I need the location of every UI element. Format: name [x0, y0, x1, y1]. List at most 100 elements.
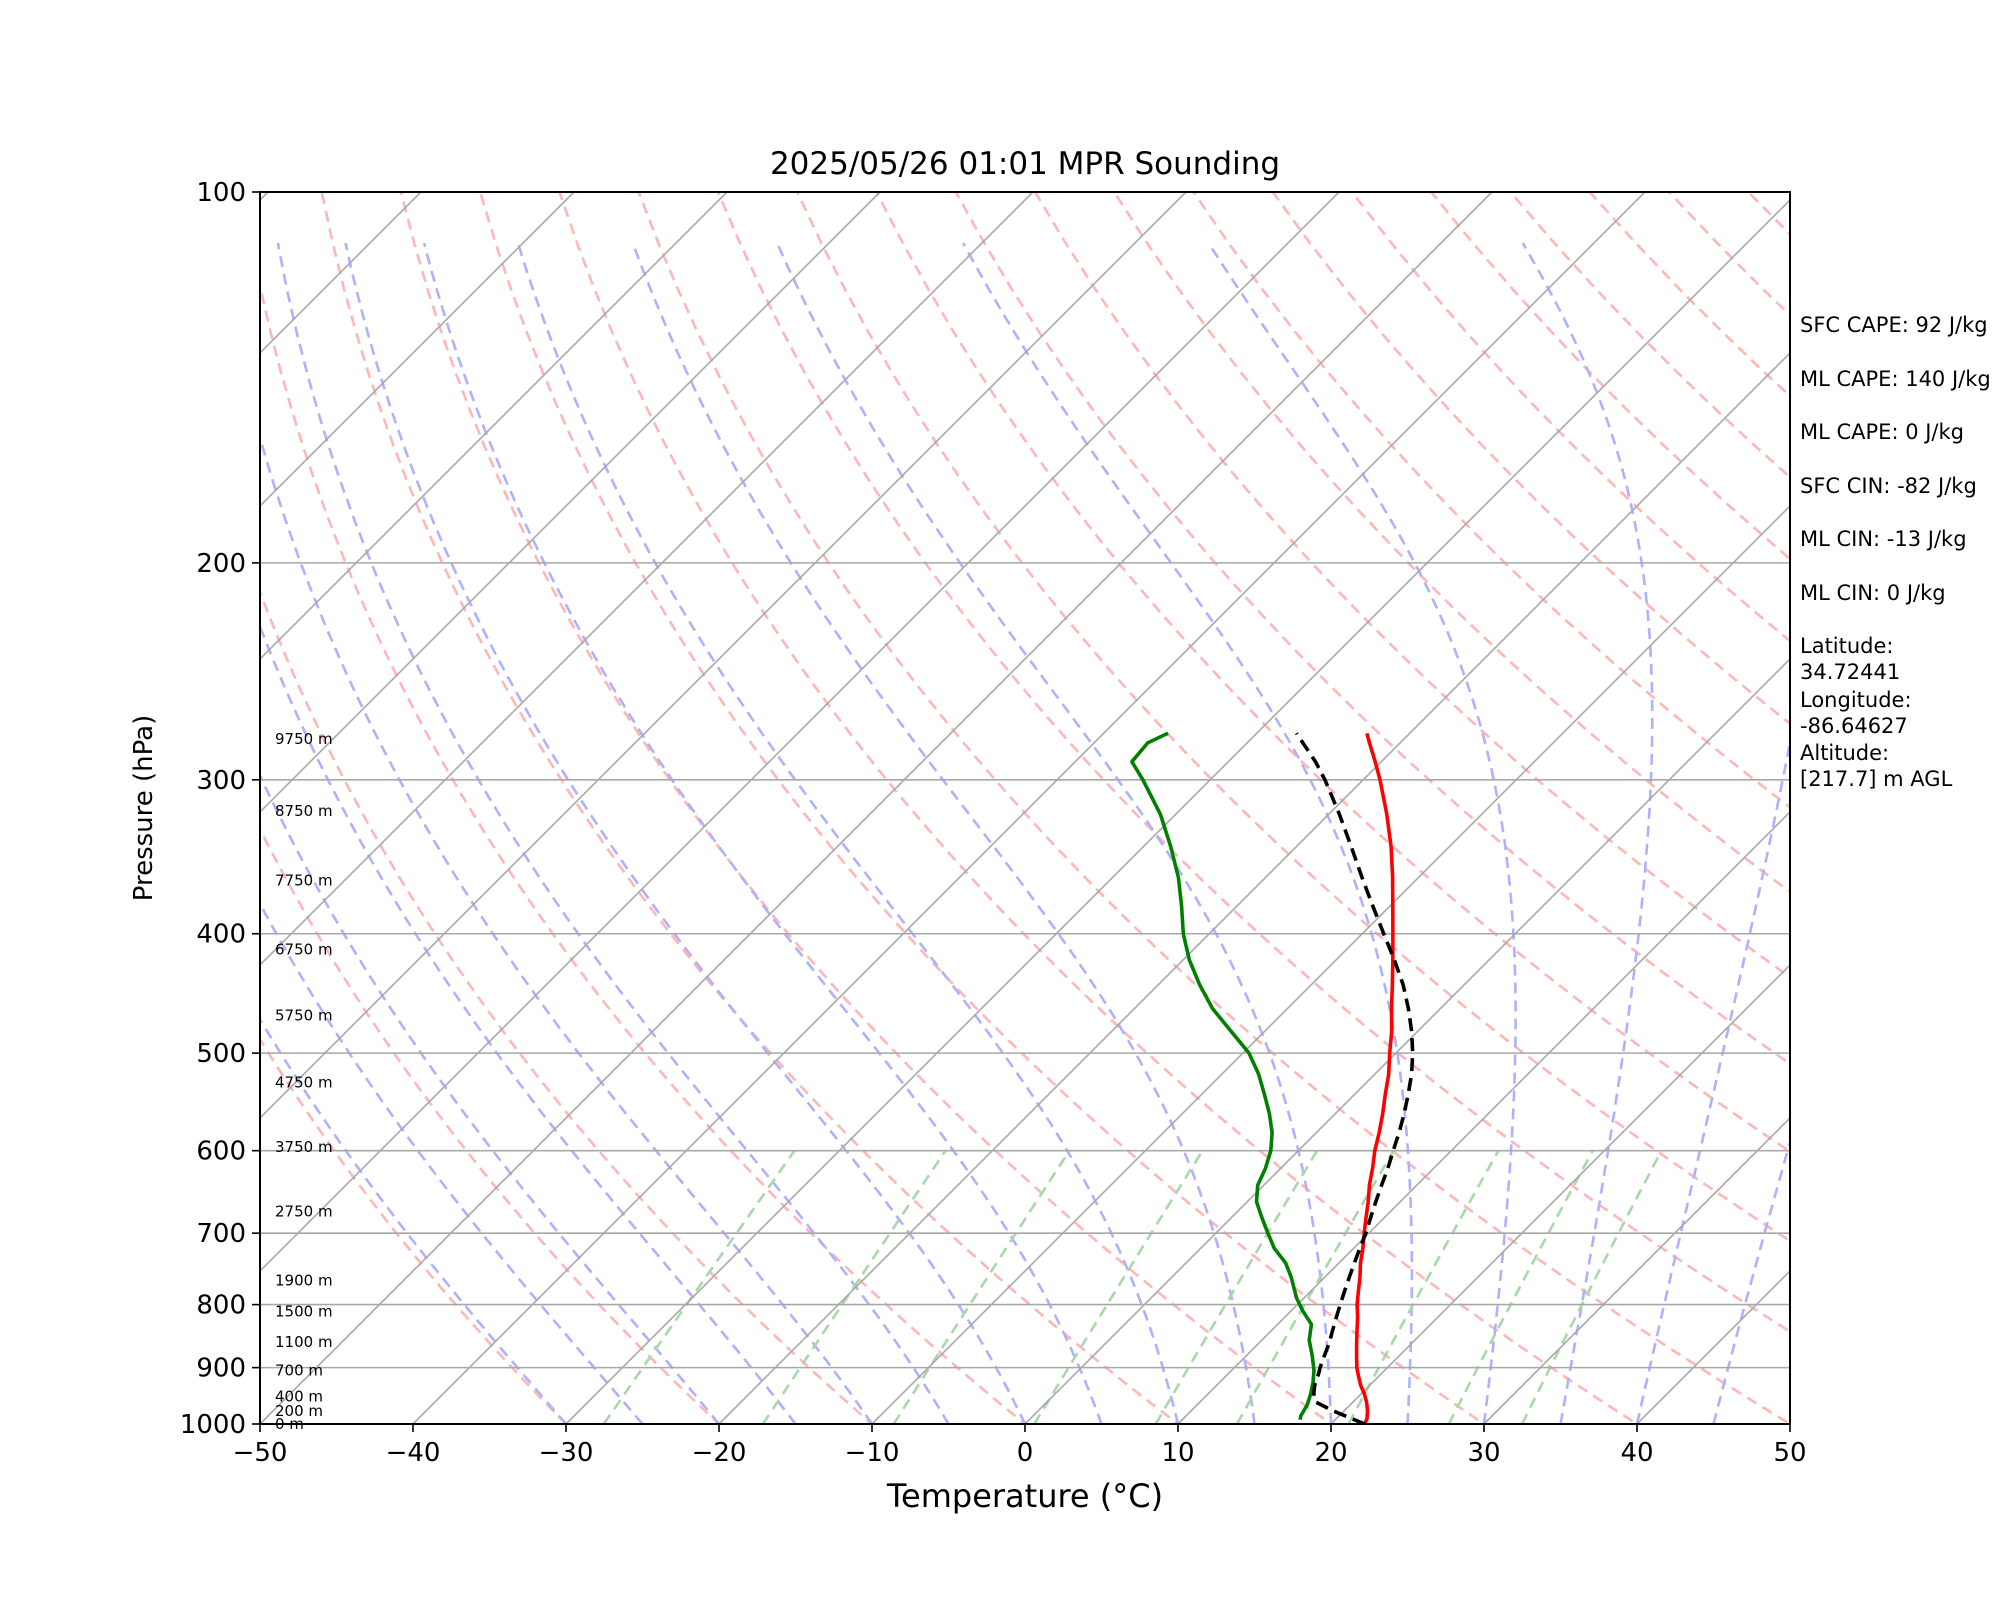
y-tick-label: 300 [196, 766, 246, 796]
y-tick-label: 700 [196, 1219, 246, 1249]
dry-adiabat [637, 192, 1790, 1424]
stat-annotation: ML CIN: -13 J/kg [1800, 527, 1967, 551]
height-label: 1500 m [275, 1302, 333, 1320]
mixing-ratio-line [1520, 1150, 1663, 1424]
stat-annotation: Longitude: -86.64627 [1800, 687, 1912, 738]
moist-adiabat [260, 623, 797, 1424]
isotherm [871, 504, 1790, 1424]
isotherm [260, 192, 1034, 967]
isotherm [1024, 657, 1790, 1424]
mixing-ratio-line [761, 1149, 947, 1424]
height-label: 8750 m [275, 802, 333, 820]
profile-lines [1130, 731, 1415, 1424]
dry-adiabat [1271, 192, 1790, 726]
mixing-ratio-line [1447, 1150, 1594, 1424]
x-axis-label: Temperature (°C) [886, 1477, 1163, 1515]
mixing-ratio-line [1235, 1150, 1395, 1424]
moist-adiabat [422, 242, 1103, 1424]
y-tick-label: 200 [196, 549, 246, 579]
x-tick-label: −40 [386, 1438, 441, 1468]
stat-annotation: ML CIN: 0 J/kg [1800, 580, 1946, 605]
x-tick-label: 50 [1773, 1438, 1806, 1468]
mixing-ratio-line [892, 1149, 1071, 1424]
dry-adiabat [1033, 192, 1790, 979]
stat-annotation: SFC CAPE: 92 J/kg [1800, 313, 1988, 337]
dry-adiabat [260, 1036, 568, 1424]
x-tick-label: −20 [692, 1438, 747, 1468]
dry-adiabat [260, 279, 1028, 1424]
x-tick-label: 40 [1620, 1438, 1653, 1468]
y-tick-label: 500 [196, 1039, 246, 1069]
isotherm [1330, 963, 1790, 1424]
dry-adiabat [260, 826, 721, 1424]
x-tick-label: −10 [845, 1438, 900, 1468]
dry-adiabat [875, 192, 1790, 1154]
y-tick-label: 900 [196, 1354, 246, 1384]
mixing-ratio-line [1033, 1150, 1204, 1424]
height-label: 400 m [275, 1388, 323, 1406]
moist-adiabat [260, 1016, 567, 1424]
dry-adiabat [320, 192, 1181, 1424]
x-tick-label: −50 [233, 1438, 288, 1468]
isotherm [260, 192, 728, 661]
y-tick-label: 600 [196, 1137, 246, 1167]
y-tick-label: 800 [196, 1291, 246, 1321]
isotherm [0, 192, 115, 1424]
dry-adiabat [399, 192, 1334, 1424]
temperature-profile [1354, 732, 1395, 1424]
dry-adiabat [260, 588, 874, 1424]
y-axis-label: Pressure (hPa) [129, 715, 159, 902]
y-tick-label: 100 [196, 178, 246, 208]
height-label: 0 m [275, 1415, 304, 1433]
height-label: 3750 m [275, 1138, 333, 1156]
dry-adiabat [478, 192, 1487, 1424]
height-label: 7750 m [275, 871, 333, 889]
height-label: 9750 m [275, 730, 333, 748]
height-label: 5750 m [275, 1006, 333, 1024]
height-labels: 9750 m 8750 m 7750 m 6750 m 5750 m 4750 m 3750… [275, 730, 333, 1433]
moist-adiabat [276, 242, 950, 1424]
mixing-ratio-line [602, 1149, 796, 1424]
moist-adiabat [775, 242, 1333, 1424]
isotherm [1177, 810, 1790, 1424]
height-label: 1100 m [275, 1333, 333, 1351]
plot-frame [259, 191, 1791, 1425]
x-tick-label: 20 [1314, 1438, 1347, 1468]
moist-adiabat [1207, 242, 1517, 1424]
moist-adiabat [631, 242, 1256, 1424]
isotherm [412, 192, 1646, 1424]
stat-annotation: ML CAPE: 140 J/kg [1800, 366, 1991, 391]
dry-adiabat [558, 192, 1640, 1424]
isotherm [718, 351, 1790, 1424]
background-grid [0, 192, 1790, 1424]
axis-ticks: −50 −40 −30 −20 −10 0 10 20 30 40 50 100 200 300 400 50… [180, 178, 1807, 1468]
isotherm [565, 198, 1790, 1424]
isotherm [260, 192, 1493, 1424]
chart-title: 2025/05/26 01:01 MPR Sounding [770, 146, 1280, 182]
height-label: 200 m [275, 1402, 323, 1420]
moist-adiabat [260, 432, 874, 1424]
height-label: 2750 m [275, 1202, 333, 1220]
x-tick-label: −30 [539, 1438, 594, 1468]
x-tick-label: 0 [1017, 1438, 1034, 1468]
x-tick-label: 10 [1161, 1438, 1194, 1468]
height-label: 1900 m [275, 1272, 333, 1290]
x-tick-label: 30 [1467, 1438, 1500, 1468]
height-label: 700 m [275, 1362, 323, 1380]
isotherm [260, 192, 575, 508]
moist-adiabat [516, 242, 1180, 1424]
stat-annotation: ML CAPE: 0 J/kg [1800, 420, 1965, 444]
moist-adiabat [260, 772, 721, 1424]
dry-adiabat [1113, 192, 1790, 894]
isotherm [260, 192, 881, 814]
parcel-profile [1295, 732, 1415, 1424]
stat-annotation: SFC CIN: -82 J/kg [1800, 473, 1977, 498]
isotherm [260, 192, 1187, 1120]
y-tick-label: 400 [196, 920, 246, 950]
moist-adiabat [260, 901, 644, 1424]
height-label: 6750 m [275, 941, 333, 959]
isotherm [1483, 1116, 1790, 1424]
height-label: 4750 m [275, 1073, 333, 1091]
moist-adiabat [344, 242, 1027, 1424]
